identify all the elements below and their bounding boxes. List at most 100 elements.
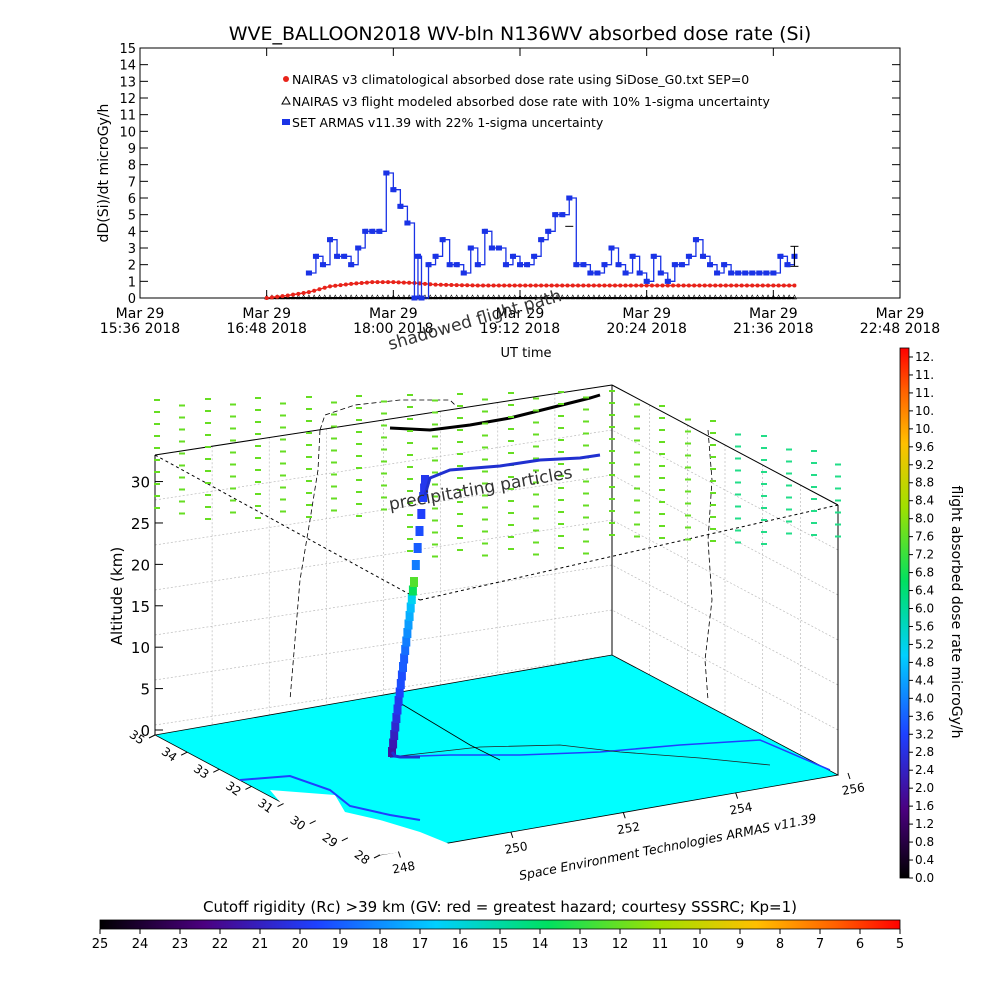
nairas-flight-point (364, 294, 370, 300)
longitude-axis: 248 250 252 254 256 (391, 772, 866, 876)
armas-point (737, 270, 742, 276)
nairas-flight-point (749, 294, 755, 300)
nairas-flight-point (506, 294, 512, 300)
precipitating-particle-markers (154, 390, 841, 558)
nairas-clim-point (449, 282, 454, 287)
dose-colorbar-tick-label: 10. (915, 404, 934, 418)
nairas-clim-point (391, 280, 396, 285)
nairas-clim-point (628, 283, 633, 288)
nairas-flight-point (580, 294, 586, 300)
nairas-flight-point (681, 294, 687, 300)
nairas-clim-point (349, 281, 354, 286)
dose-colorbar-tick-label: 2.0 (915, 781, 934, 795)
armas-point (701, 253, 706, 259)
dose-colorbar-tick-label: 6.4 (915, 584, 934, 598)
nairas-flight-point (385, 294, 391, 300)
cutoff-colorbar-tick-label: 15 (492, 937, 509, 952)
nairas-flight-point (464, 294, 470, 300)
nairas-flight-point (332, 294, 338, 300)
nairas-clim-point (554, 283, 559, 288)
armas-point (765, 270, 770, 276)
nairas-clim-point (560, 283, 565, 288)
latitude-tick (148, 734, 156, 739)
flight-point (396, 679, 405, 689)
nairas-flight-point (607, 294, 613, 300)
surface-contour-2 (389, 739, 831, 771)
x-tick-label-time: 18:00 2018 (353, 321, 433, 337)
nairas-flight-point (712, 294, 718, 300)
altitude-tick-label: 10 (131, 639, 150, 657)
armas-point (343, 253, 348, 259)
flight-point (394, 696, 403, 706)
armas-point (687, 253, 692, 259)
armas-point (568, 195, 573, 201)
nairas-clim-point (649, 283, 654, 288)
nairas-flight-point (623, 294, 629, 300)
dose-colorbar-label: flight absorbed dose rate microGy/h (948, 486, 964, 739)
nairas-flight-point (617, 294, 623, 300)
dose-colorbar-tick-label: 4.0 (915, 691, 934, 705)
dose-colorbar-tick-label: 8.8 (915, 476, 934, 490)
altitude-tick-label: 20 (131, 556, 150, 574)
armas-point (694, 237, 699, 243)
nairas-clim-point (459, 283, 464, 288)
dose-colorbar-tick-label: 8.4 (915, 494, 934, 508)
x-axis-label: UT time (501, 346, 552, 361)
armas-point (406, 220, 411, 226)
nairas-clim-point (744, 283, 749, 288)
nairas-flight-point (786, 294, 792, 300)
cutoff-colorbar-tick-label: 20 (292, 937, 309, 952)
nairas-flight-point (575, 294, 581, 300)
cutoff-colorbar: Cutoff rigidity (Rc) >39 km (GV: red = g… (92, 898, 904, 952)
nairas-flight-point (496, 294, 502, 300)
flight-point (421, 475, 429, 485)
dose-colorbar-tick-label: 3.2 (915, 727, 934, 741)
longitude-tick-label: 256 (841, 780, 866, 798)
nairas-flight-point (628, 294, 634, 300)
flight-point (389, 738, 398, 749)
nairas-clim-point (787, 283, 792, 288)
nairas-flight-point (443, 294, 449, 300)
nairas-flight-point (538, 294, 544, 300)
nairas-clim-point (734, 283, 739, 288)
nairas-flight-point (390, 294, 396, 300)
cutoff-colorbar-label: Cutoff rigidity (Rc) >39 km (GV: red = g… (203, 898, 797, 916)
flight-float-track (423, 453, 601, 496)
nairas-flight-point (528, 294, 534, 300)
flight-point (390, 730, 399, 740)
nairas-flight-point (295, 294, 301, 300)
dose-colorbar: 0.0 0.4 0.8 1.2 1.6 2.0 2.4 2.8 3.2 3.6 4.0 4.4 4.8 5… (899, 347, 964, 885)
armas-point (709, 262, 713, 268)
armas-point (378, 228, 383, 234)
nairas-clim-point (518, 283, 522, 288)
armas-point (399, 203, 404, 209)
nairas-flight-point (665, 294, 671, 300)
flight-point (401, 645, 410, 655)
armas-point (554, 212, 559, 218)
nairas-flight-point (707, 294, 713, 300)
nairas-clim-point (686, 283, 691, 288)
latitude-tick (309, 820, 316, 825)
flight-point (391, 721, 400, 732)
flight-point (408, 585, 417, 596)
nairas-clim-point (359, 281, 364, 285)
nairas-clim-point (671, 283, 676, 288)
nairas-clim-point (423, 281, 427, 286)
armas-point (321, 262, 326, 268)
armas-point (582, 262, 587, 268)
longitude-tick (735, 792, 739, 799)
y-tick-label: 13 (119, 75, 136, 90)
armas-point (416, 253, 421, 259)
nairas-flight-point (396, 294, 402, 300)
legend-entry-armas: SET ARMAS v11.39 with 22% 1-sigma uncert… (282, 115, 604, 130)
armas-point (441, 237, 446, 243)
nairas-clim-point (438, 282, 443, 287)
armas-point (420, 295, 425, 301)
legend-label-nairas-flight: NAIRAS v3 flight modeled absorbed dose r… (292, 94, 771, 109)
armas-point (483, 228, 488, 234)
nairas-clim-point (607, 283, 612, 288)
flight-point (420, 483, 429, 494)
nairas-flight-point (438, 294, 444, 300)
nairas-clim-point (729, 283, 734, 288)
